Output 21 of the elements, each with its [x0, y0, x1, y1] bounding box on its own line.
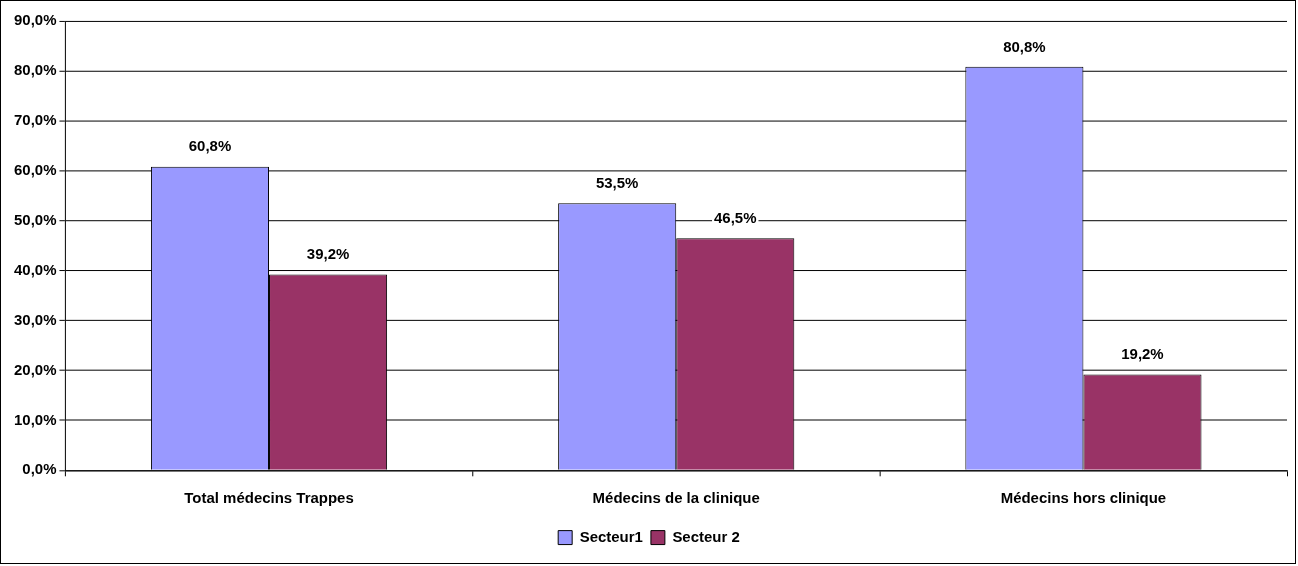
data-label: 80,8%: [1003, 37, 1046, 55]
data-label: 53,5%: [595, 173, 639, 191]
y-tick-label: 0,0%: [22, 460, 57, 478]
legend-label: Secteur 2: [672, 527, 740, 545]
y-tick-label: 80,0%: [14, 61, 57, 78]
y-tick-label: 70,0%: [14, 110, 57, 128]
x-tick-label: Médecins de la clinique: [592, 489, 760, 507]
data-label: 60,8%: [188, 137, 232, 155]
x-tick-label: Médecins hors clinique: [1000, 489, 1167, 507]
y-tick-label: 40,0%: [14, 260, 57, 278]
y-tick-label: 60,0%: [14, 160, 57, 178]
y-tick-label: 30,0%: [14, 310, 57, 328]
x-tick-label: Total médecins Trappes: [184, 489, 354, 507]
legend-label: Secteur1: [579, 527, 643, 545]
data-label: 39,2%: [306, 245, 350, 263]
data-label: 46,5%: [714, 208, 757, 226]
y-tick-label: 20,0%: [14, 360, 57, 378]
y-tick-label: 10,0%: [14, 410, 57, 428]
y-tick-label: 50,0%: [14, 210, 57, 228]
y-tick-label: 90,0%: [14, 11, 57, 29]
data-label: 19,2%: [1121, 345, 1164, 363]
